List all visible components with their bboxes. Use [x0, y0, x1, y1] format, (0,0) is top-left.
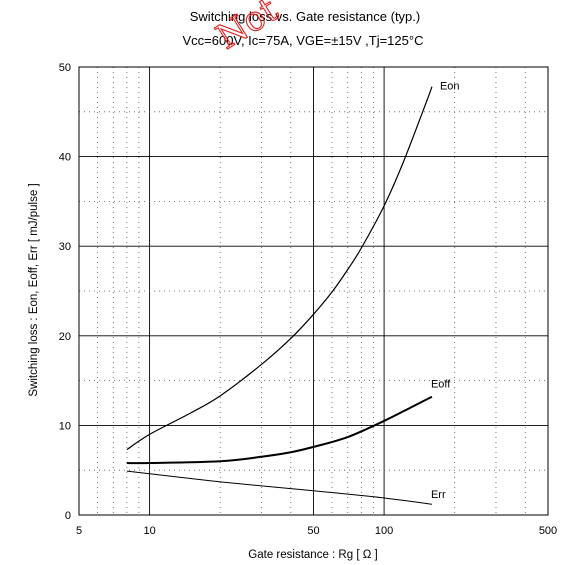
series-eon-line	[126, 86, 433, 451]
x-tick-label: 100	[375, 525, 393, 537]
series-labels: Eon Eoff Err	[431, 81, 460, 502]
y-axis-label: Switching loss : Eon, Eoff, Err [ mJ/pul…	[28, 183, 40, 396]
series-eoff-label: Eoff	[431, 379, 451, 391]
series-err-label: Err	[431, 489, 446, 501]
y-tick-label: 50	[59, 62, 71, 74]
series-eon-label: Eon	[440, 81, 460, 93]
x-tick-label: 500	[539, 525, 557, 537]
grid-lines	[79, 67, 548, 515]
tick-labels: 0 10 20 30 40 50 5 10 50 100 500	[59, 62, 557, 537]
x-tick-label: 10	[143, 525, 155, 537]
series-eoff-line	[126, 395, 433, 465]
data-series	[126, 86, 433, 505]
y-tick-label: 10	[59, 420, 71, 432]
y-tick-label: 0	[65, 510, 71, 522]
chart-title: Switching loss vs. Gate resistance (typ.…	[190, 9, 420, 24]
series-err-line	[126, 470, 433, 505]
plot-frame	[78, 66, 549, 516]
x-tick-label: 5	[76, 525, 82, 537]
y-tick-label: 20	[59, 331, 71, 343]
x-axis-label: Gate resistance : Rg [ Ω ]	[248, 549, 377, 561]
y-tick-label: 30	[59, 241, 71, 253]
y-tick-label: 40	[59, 152, 71, 164]
x-tick-label: 50	[307, 525, 319, 537]
chart-subtitle: Vcc=600V, Ic=75A, VGE=±15V ,Tj=125°C	[183, 33, 424, 48]
